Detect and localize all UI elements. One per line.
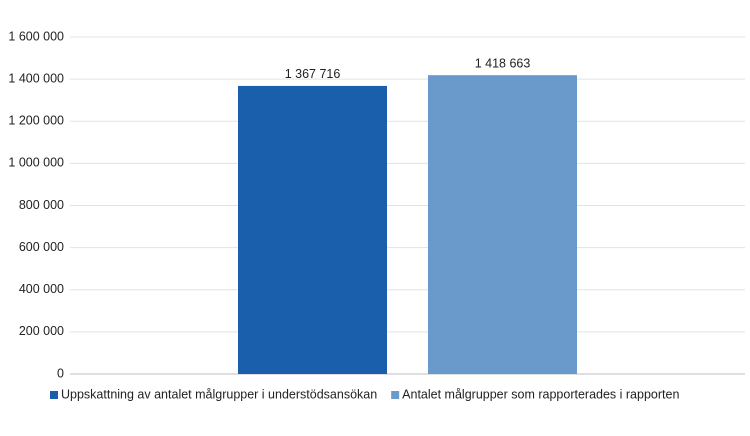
y-tick-label: 1 000 000 (8, 156, 64, 170)
y-tick-label: 0 (57, 366, 64, 380)
legend-swatch (50, 391, 58, 399)
value-label: 1 367 716 (285, 67, 341, 81)
legend-swatch (391, 391, 400, 399)
legend-label: Antalet målgrupper som rapporterades i r… (402, 387, 679, 401)
value-label: 1 418 663 (475, 56, 531, 70)
y-tick-label: 1 400 000 (8, 71, 64, 85)
y-tick-label: 1 600 000 (8, 29, 64, 43)
legend-label: Uppskattning av antalet målgrupper i und… (61, 387, 377, 401)
y-tick-label: 200 000 (19, 324, 64, 338)
y-tick-label: 800 000 (19, 198, 64, 212)
y-tick-label: 1 200 000 (8, 114, 64, 128)
y-tick-label: 400 000 (19, 282, 64, 296)
y-tick-label: 600 000 (19, 240, 64, 254)
bar (238, 85, 387, 375)
bar (428, 75, 577, 375)
